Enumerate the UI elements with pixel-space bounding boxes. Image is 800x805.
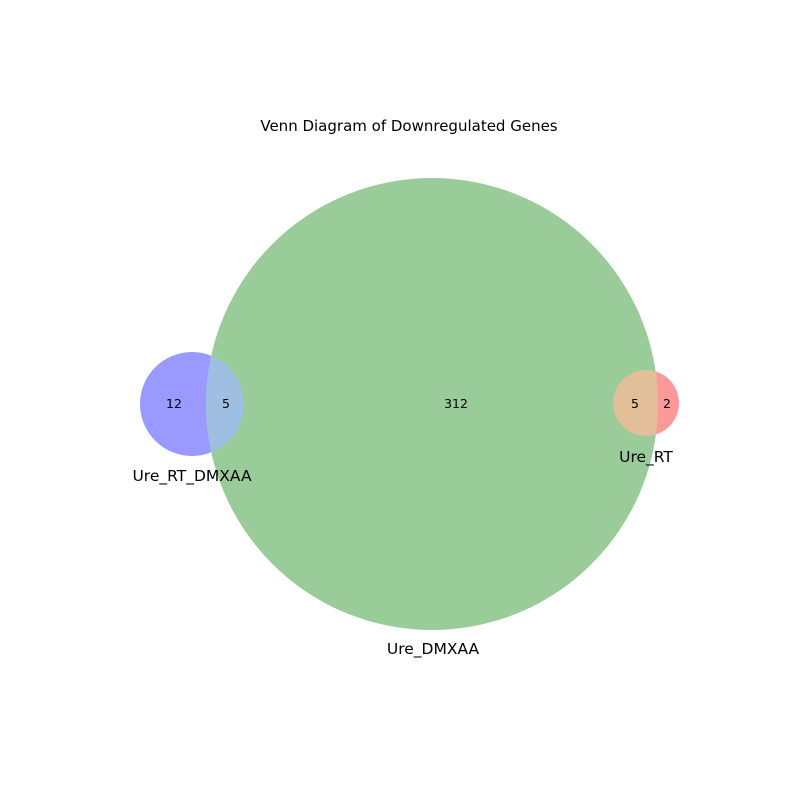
diagram-title: Venn Diagram of Downregulated Genes — [260, 117, 557, 135]
count-ure-dmxaa-and-ure-rt: 5 — [631, 396, 639, 411]
set-circle-ure-dmxaa — [206, 178, 658, 630]
count-ure-rt-dmxaa-and-ure-dmxaa: 5 — [222, 396, 230, 411]
set-label-ure-rt: Ure_RT — [619, 448, 673, 467]
count-ure-dmxaa-only: 312 — [444, 396, 468, 411]
count-ure-rt-dmxaa-only: 12 — [166, 396, 182, 411]
set-label-ure-dmxaa: Ure_DMXAA — [387, 640, 480, 659]
set-label-ure-rt-dmxaa: Ure_RT_DMXAA — [132, 467, 251, 486]
count-ure-rt-only: 2 — [663, 396, 671, 411]
